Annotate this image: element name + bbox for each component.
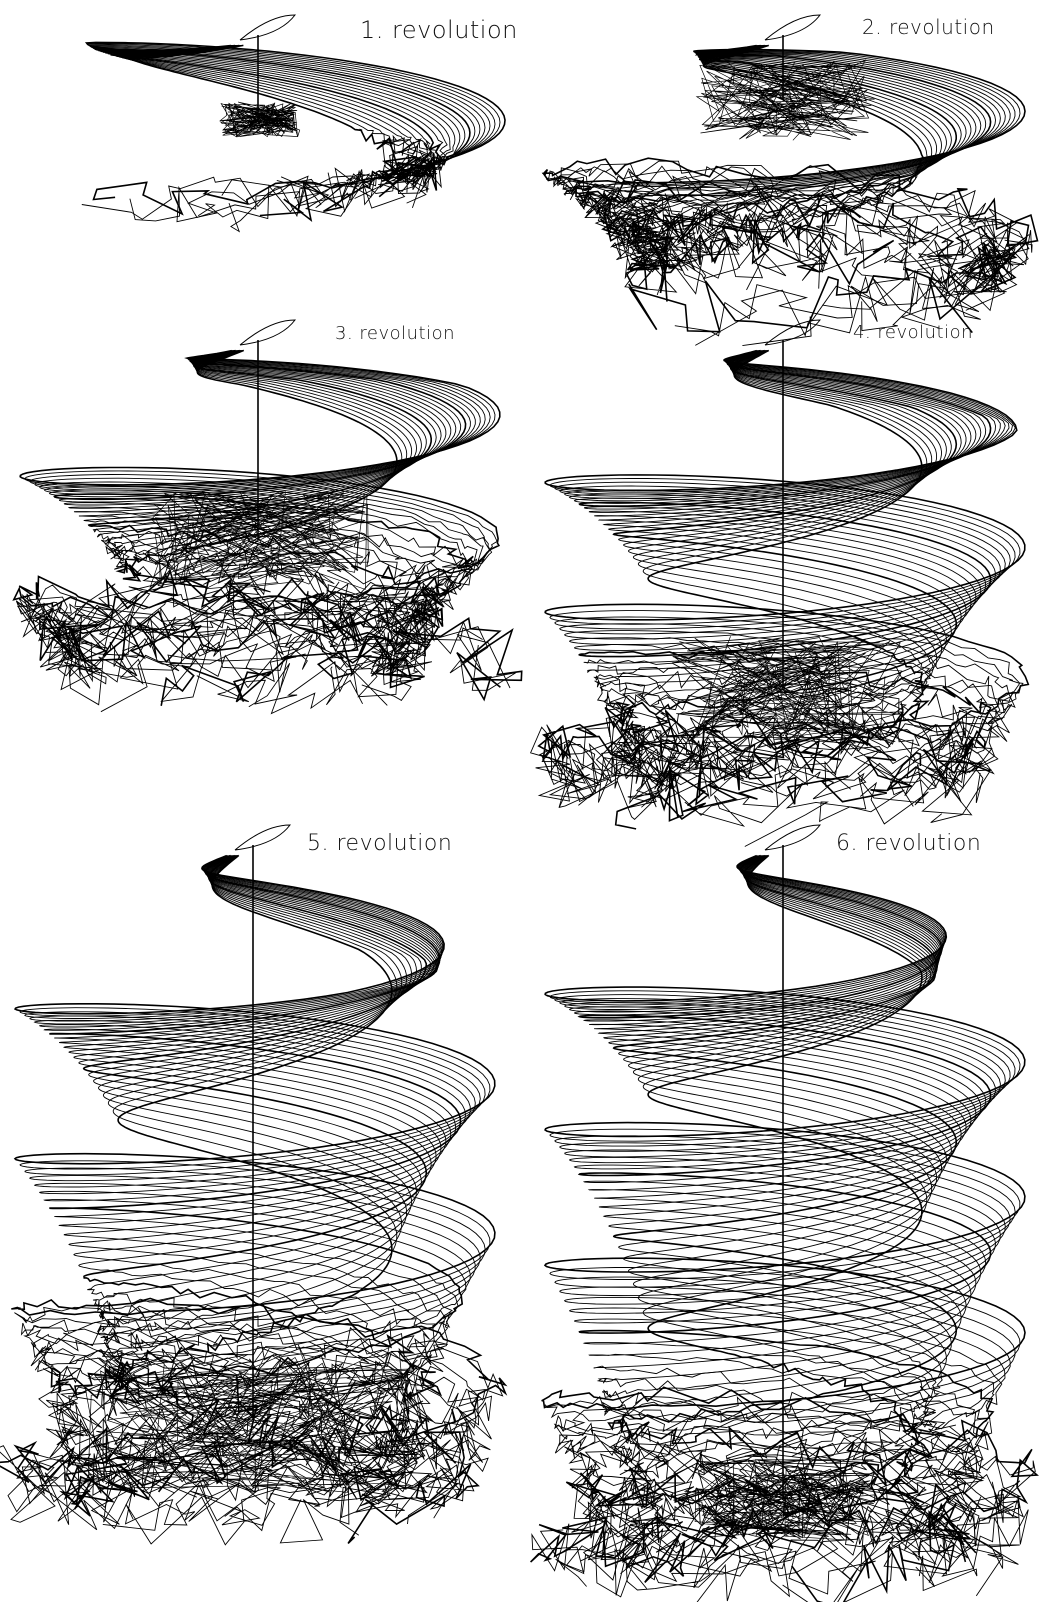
wire-strand	[563, 45, 1016, 332]
wire-strand	[537, 350, 1014, 803]
wire-strand	[575, 44, 1017, 334]
wire-strand	[83, 350, 445, 713]
wire-strand	[0, 854, 508, 1485]
wire-strand	[579, 45, 1007, 296]
wire-strand	[577, 349, 992, 830]
wire-strand	[603, 350, 984, 804]
wire-strand	[92, 349, 438, 705]
wire-strand	[87, 349, 444, 706]
wire-strand	[611, 349, 938, 799]
wire-strand	[531, 855, 1036, 1577]
wire-strand	[605, 349, 952, 788]
wire-strand	[614, 350, 934, 808]
wire-strand	[569, 855, 1019, 1597]
wire-strand	[15, 350, 517, 691]
wire-strand	[81, 42, 501, 220]
panel-label: 1. revolution	[360, 16, 518, 44]
wire-strand	[554, 855, 1022, 1598]
wire-strand	[104, 854, 399, 1502]
tangle	[695, 59, 875, 141]
wire-strand	[586, 45, 986, 299]
top-leaf	[764, 14, 822, 41]
wire-strand	[30, 855, 492, 1531]
wire-strand	[587, 350, 999, 847]
wire-strand	[580, 855, 985, 1581]
wire-strand	[537, 349, 1030, 765]
wire-strand	[607, 854, 970, 1602]
wire-strand	[558, 350, 1010, 821]
wire-strand	[10, 855, 493, 1525]
wire-strand	[565, 854, 995, 1563]
wire-strand	[113, 349, 426, 676]
wire-strand	[541, 44, 1039, 333]
wire-strand	[593, 350, 995, 825]
wire-strand	[608, 855, 978, 1588]
wire-strand	[59, 854, 443, 1517]
wire-strand	[621, 854, 934, 1583]
wire-strand	[7, 855, 486, 1513]
wire-strand	[49, 854, 480, 1544]
panel-label: 3. revolution	[335, 323, 455, 344]
tangle	[84, 1344, 423, 1493]
wire-strand	[553, 855, 1025, 1595]
wire-strand	[84, 41, 506, 216]
wire-strand	[96, 855, 419, 1544]
wire-strand	[529, 350, 1024, 779]
wire-strand	[624, 349, 932, 809]
wire-strand	[108, 349, 433, 701]
wire-strand	[596, 350, 992, 824]
wire-strand	[94, 44, 471, 223]
wire-strand	[104, 855, 425, 1503]
wire-strand	[101, 349, 431, 706]
wire-strand	[68, 350, 453, 706]
top-leaf	[764, 824, 822, 851]
panel-label: 6. revolution	[836, 831, 981, 856]
wire-strand	[98, 855, 425, 1526]
wire-strand	[30, 855, 491, 1546]
wire-strand	[621, 855, 938, 1567]
wire-strand	[583, 350, 1001, 827]
wire-strand	[554, 855, 1029, 1602]
wire-strand	[596, 45, 967, 296]
top-leaf	[239, 319, 297, 346]
tangle	[671, 636, 905, 744]
panel-label: 2. revolution	[862, 15, 995, 39]
wire-strand	[0, 855, 504, 1498]
wire-strand	[86, 43, 496, 222]
wire-strand	[92, 855, 430, 1531]
wire-strand	[604, 349, 958, 790]
wire-strand	[571, 855, 989, 1548]
wire-strand	[530, 854, 1039, 1568]
top-leaf	[239, 14, 297, 41]
wire-strand	[594, 350, 993, 816]
wire-strand	[568, 855, 984, 1561]
wire-strand	[535, 350, 1021, 782]
wire-strand	[541, 350, 1016, 790]
wire-strand	[56, 855, 444, 1497]
wire-strand	[613, 855, 957, 1583]
wire-strand	[37, 855, 489, 1532]
wire-strand	[557, 45, 1025, 310]
wire-strand	[584, 45, 997, 293]
wire-strand	[573, 855, 993, 1556]
wire-strand	[12, 349, 523, 702]
wire-strand	[610, 349, 942, 793]
wire-strand	[610, 349, 947, 790]
wire-strand	[553, 45, 1030, 346]
wire-strand	[618, 855, 943, 1554]
panel-label: 4. revolution	[853, 322, 973, 343]
top-leaf	[234, 824, 292, 851]
top-leaf	[764, 319, 822, 346]
wire-strand	[16, 350, 511, 689]
tangle	[219, 101, 301, 138]
wire-strand	[605, 44, 952, 289]
wire-strand	[76, 855, 434, 1525]
wire-strand	[545, 45, 1033, 337]
panel-label: 5. revolution	[307, 831, 452, 856]
